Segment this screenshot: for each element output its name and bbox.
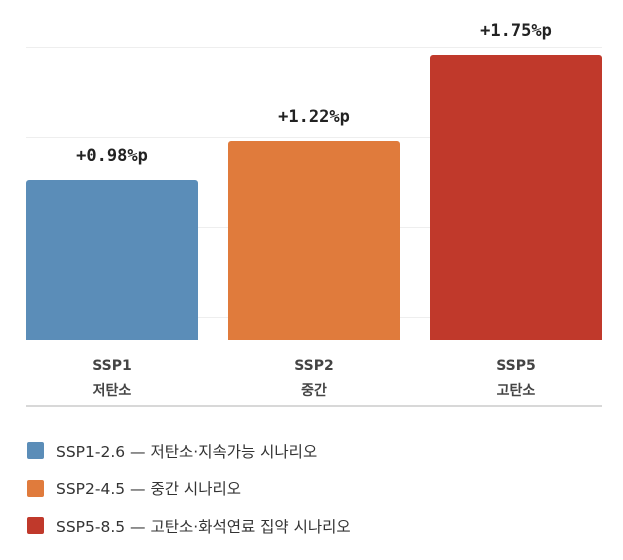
x-tick-label: SSP5 고탄소 (430, 354, 602, 404)
category-sublabel: 중간 (301, 383, 327, 399)
category-label: SSP1 (92, 358, 132, 374)
category-sublabel: 저탄소 (92, 383, 132, 399)
category-sublabel: 고탄소 (496, 383, 536, 399)
legend-swatch (27, 442, 44, 460)
category-label: SSP2 (294, 358, 334, 374)
data-label: +1.75%p (480, 20, 552, 41)
bar-ssp1 (26, 180, 198, 340)
legend-label: SSP1-2.6 — 저탄소·지속가능 시나리오 (56, 442, 318, 461)
bar-ssp2 (228, 141, 400, 340)
bar-chart: +0.98%p SSP1 저탄소 +1.22%p SSP2 중간 +1.75%p SSP5 고탄… (26, 20, 602, 407)
legend-label: SSP2-4.5 — 중간 시나리오 (56, 480, 241, 499)
x-tick-label: SSP1 저탄소 (26, 354, 198, 404)
legend-label: SSP5-8.5 — 고탄소·화석연료 집약 시나리오 (56, 517, 351, 536)
data-label: +0.98%p (76, 146, 148, 167)
bar-ssp5 (430, 54, 602, 340)
x-tick-label: SSP2 중간 (228, 354, 400, 404)
legend-item: SSP2-4.5 — 중간 시나리오 (27, 470, 351, 508)
legend: SSP1-2.6 — 저탄소·지속가능 시나리오 SSP2-4.5 — 중간 시… (27, 432, 351, 545)
gridline (26, 47, 602, 48)
x-axis-line (26, 405, 602, 407)
legend-swatch (27, 479, 44, 497)
gridline (26, 137, 602, 138)
data-label: +1.22%p (278, 107, 350, 128)
legend-item: SSP5-8.5 — 고탄소·화석연료 집약 시나리오 (27, 507, 351, 545)
legend-swatch (27, 517, 44, 535)
category-label: SSP5 (496, 358, 536, 374)
legend-item: SSP1-2.6 — 저탄소·지속가능 시나리오 (27, 432, 351, 470)
